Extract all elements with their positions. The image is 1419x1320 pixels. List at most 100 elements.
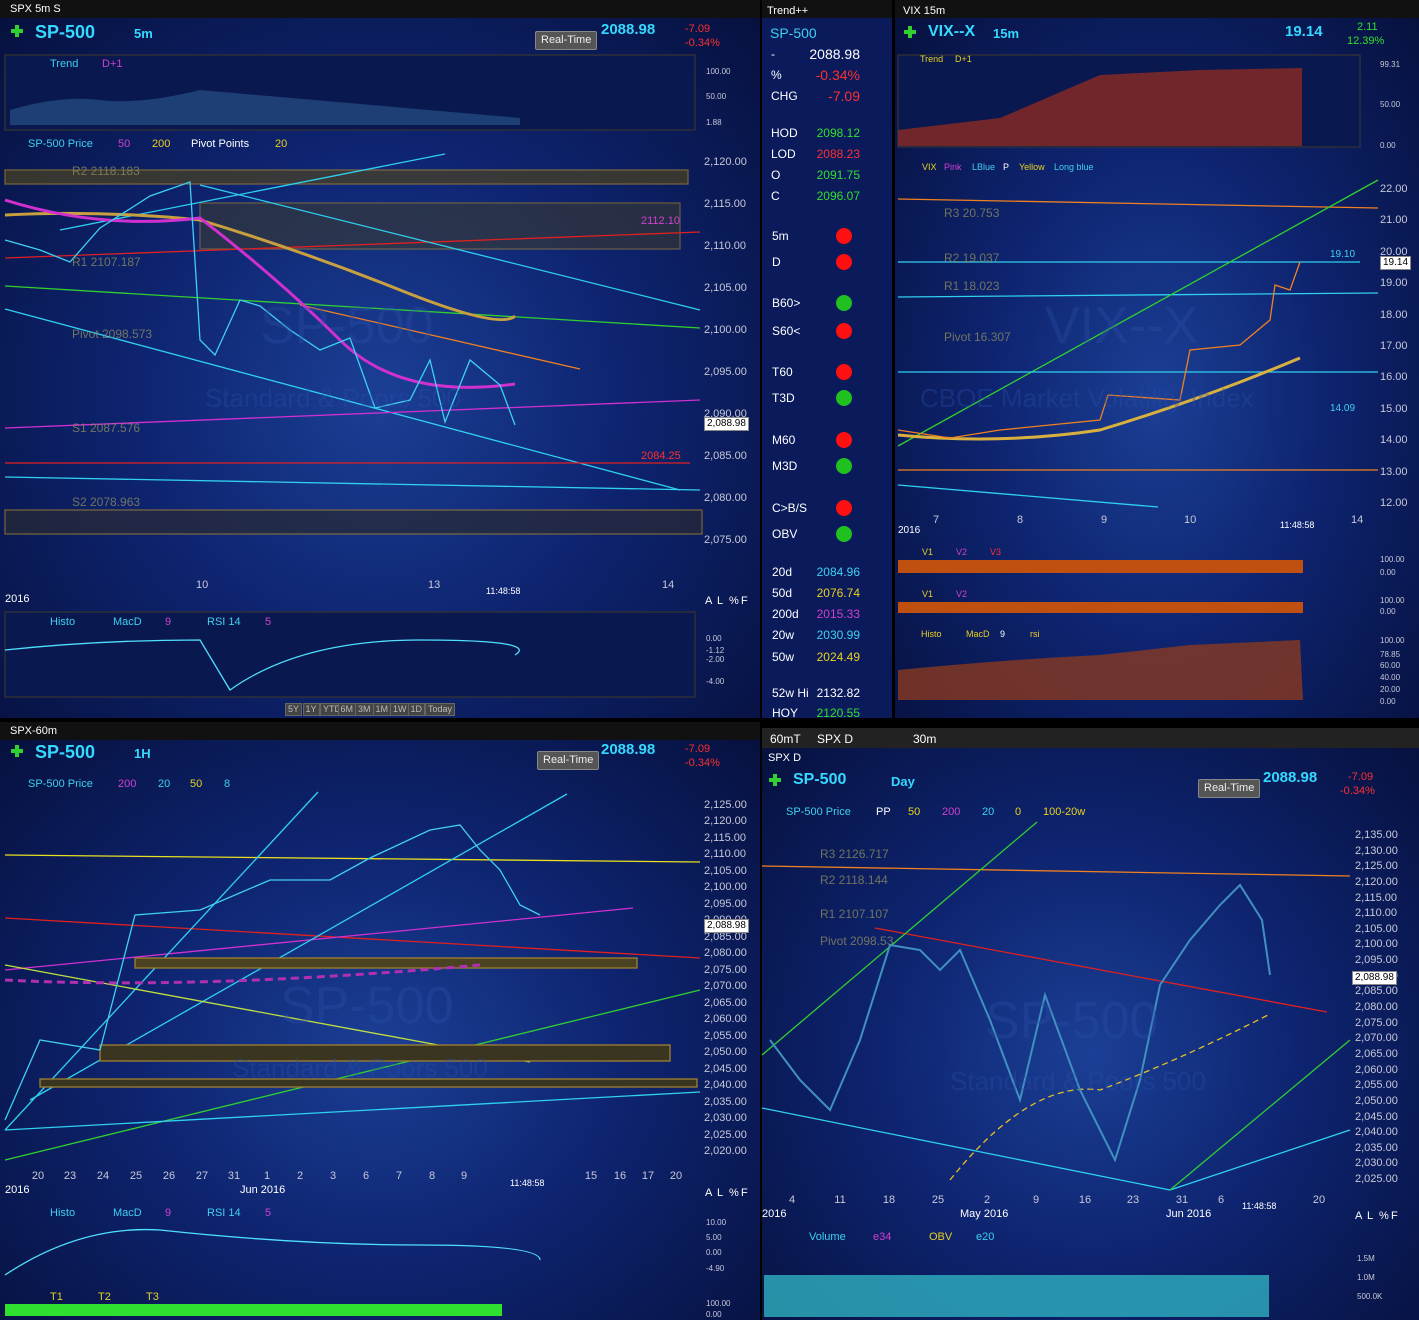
- moving-average: [4, 198, 516, 389]
- study-name: V1: [922, 547, 934, 557]
- study-name: Long blue: [1054, 162, 1094, 172]
- pivot-level: Pivot 2098.53: [820, 934, 894, 948]
- study-name: Trend: [920, 54, 944, 64]
- trend-line: [897, 179, 1379, 447]
- study-name: SP-500 Price: [28, 138, 93, 150]
- study-name: MacD: [113, 616, 142, 628]
- y-tick-label: 2,070.00: [1355, 1032, 1398, 1045]
- trend-line: [4, 399, 701, 429]
- x-tick-label: 6: [362, 1170, 370, 1182]
- price-line: [4, 824, 541, 1121]
- symbol: SP-500: [35, 22, 96, 42]
- y-tick-label: 2,095.00: [704, 366, 747, 378]
- trend-line: [299, 304, 581, 370]
- scale-label: 10.00: [706, 1218, 727, 1227]
- signal-dot: [836, 390, 852, 406]
- quote-label: CHG: [771, 89, 798, 103]
- y-tick-label: 2,085.00: [704, 450, 747, 462]
- y-tick-label: 2,115.00: [1355, 891, 1398, 904]
- plus-icon: [15, 25, 19, 37]
- study-name: Trend: [50, 58, 79, 70]
- study-param: 50: [190, 778, 203, 790]
- study-name: Histo: [921, 629, 942, 639]
- clock: 11:48:58: [510, 1178, 545, 1188]
- scale-label: 100.00: [706, 1299, 731, 1308]
- average-value: 2132.82: [816, 686, 860, 700]
- year-label: 2016: [762, 1208, 787, 1220]
- signal-dot: [836, 364, 852, 380]
- study-param: 0: [1015, 806, 1022, 818]
- study-name: T3: [146, 1291, 159, 1303]
- realtime-badge: Real-Time: [537, 751, 600, 770]
- scale-label: -4.00: [706, 677, 725, 686]
- y-tick-label: 17.00: [1380, 340, 1408, 352]
- price-line: [4, 181, 516, 426]
- range-button: 1M: [372, 703, 392, 716]
- price-change: 2.11: [1357, 21, 1378, 33]
- signal-label: B60>: [772, 296, 801, 310]
- study-param: 20: [275, 138, 288, 150]
- trend-line: [4, 1091, 701, 1131]
- panel-header: [762, 0, 892, 18]
- y-tick-label: 2,070.00: [704, 980, 747, 993]
- y-tick-label: 2,065.00: [1355, 1047, 1398, 1060]
- y-tick-label: 2,085.00: [704, 930, 747, 943]
- pivot-level: R1 2107.107: [820, 907, 889, 921]
- signal-dot: [836, 432, 852, 448]
- y-tick-label: 2,025.00: [704, 1128, 747, 1141]
- tab: 60mT: [770, 732, 801, 746]
- x-tick-label: 31: [1175, 1194, 1189, 1206]
- x-tick-label: 2: [983, 1194, 991, 1206]
- scale-button: L: [717, 1187, 724, 1199]
- plus-icons: [11, 25, 916, 786]
- study-name: VIX: [922, 162, 937, 172]
- signal-label: OBV: [772, 527, 798, 541]
- scale-label: 0.00: [1380, 697, 1396, 706]
- average-value: 2015.33: [816, 607, 860, 621]
- study-name: Histo: [50, 1207, 76, 1219]
- pivot-level: R2 2118.183: [72, 164, 140, 178]
- last-price: 2088.98: [601, 21, 656, 38]
- last-price: 19.14: [1285, 23, 1323, 40]
- scale-button: A: [1355, 1210, 1363, 1222]
- y-tick-label: 2,120.00: [704, 156, 747, 168]
- trend-line: [761, 865, 1351, 877]
- study-param: 20: [982, 806, 995, 818]
- price-tag: 2,088.98: [704, 919, 749, 933]
- y-tick-label: 2,100.00: [1355, 938, 1398, 951]
- watermark: CBOE Market Volatility Index: [920, 383, 1254, 413]
- study-name: V2: [956, 589, 968, 599]
- y-tick-label: 2,105.00: [704, 864, 747, 877]
- y-tick-label: 2,105.00: [1355, 922, 1398, 935]
- symbol: SP-500: [770, 25, 817, 41]
- clock: 11:48:58: [1280, 520, 1315, 530]
- x-tick-label: 14: [662, 579, 675, 591]
- scale-label: 50.00: [706, 92, 727, 101]
- panel-title: VIX 15m: [903, 5, 946, 17]
- watermark: VIX--X: [1045, 297, 1199, 355]
- y-tick-label: 2,050.00: [1355, 1094, 1398, 1107]
- study-name: LBlue: [972, 162, 996, 172]
- watermark: Standard & Poors 500: [950, 1066, 1206, 1096]
- x-tick-label: 16: [1078, 1194, 1092, 1206]
- study-name: T1: [50, 1291, 63, 1303]
- study-name: SP-500 Price: [786, 806, 851, 818]
- plus-icon: [15, 745, 19, 757]
- y-tick-label: 2,045.00: [704, 1062, 747, 1075]
- trend-line: [1169, 1039, 1351, 1191]
- volume-bars: [764, 1275, 1269, 1317]
- study-name: MacD: [966, 629, 990, 639]
- study-name: 9: [165, 616, 172, 628]
- zone: [99, 1044, 671, 1062]
- x-tick-label: 7: [395, 1170, 403, 1182]
- x-tick-label: 27: [195, 1170, 209, 1182]
- pivot-level: R3 2126.717: [820, 847, 889, 861]
- level-value: 14.09: [1330, 403, 1356, 414]
- y-tick-label: 2,055.00: [1355, 1079, 1398, 1092]
- trend-line: [874, 927, 1328, 1013]
- panel-title: SPX-60m: [10, 725, 58, 737]
- year-label: 2016: [5, 1184, 30, 1196]
- trend-line: [4, 285, 701, 329]
- scale-button: %: [1379, 1210, 1389, 1222]
